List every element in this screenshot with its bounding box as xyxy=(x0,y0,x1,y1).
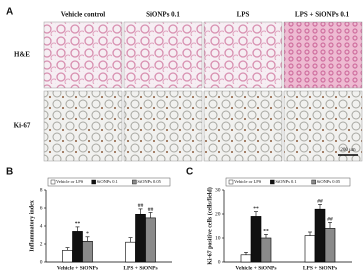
legend-box xyxy=(225,177,351,187)
column-label: SiONPs 0.1 xyxy=(146,11,180,19)
bar xyxy=(324,228,336,263)
panel-label: B xyxy=(6,167,13,178)
legend-swatch xyxy=(50,179,56,185)
legend-box xyxy=(47,177,171,187)
bar xyxy=(82,241,93,263)
legend-label: Vehicle or LPS xyxy=(234,179,262,184)
legend-label: Vehicle or LPS xyxy=(56,179,84,184)
x-tick-label: LPS + SiONPs xyxy=(123,265,157,271)
error-bar xyxy=(254,211,258,217)
bar xyxy=(145,217,156,263)
error-bar xyxy=(148,212,153,218)
error-bar xyxy=(328,222,332,229)
bar xyxy=(125,241,136,263)
significance-label: ## xyxy=(327,217,333,223)
legend-label: SiONPs 0.1 xyxy=(275,179,296,184)
y-tick-label: 6 xyxy=(40,205,43,211)
significance-label: ** xyxy=(253,206,259,212)
error-bar xyxy=(244,252,248,255)
bar xyxy=(240,254,252,263)
legend-swatch xyxy=(91,179,96,185)
x-tick-label: Vehicle + SiONPs xyxy=(235,265,276,271)
y-tick-label: 2 xyxy=(40,241,43,247)
y-tick-label: 0 xyxy=(40,259,43,265)
panel-label: C xyxy=(186,167,193,178)
bar xyxy=(135,214,146,263)
significance-label: ** xyxy=(263,229,269,235)
error-bar xyxy=(128,237,133,243)
error-bar xyxy=(318,204,322,210)
bar xyxy=(62,250,73,263)
bar xyxy=(304,235,316,263)
significance-label: * xyxy=(86,231,89,237)
micrograph xyxy=(123,90,203,162)
bar xyxy=(314,208,326,263)
y-axis-label: Ki-67 positive cells (cells/field) xyxy=(206,187,213,264)
legend-label: SiONPs 0.05 xyxy=(137,179,161,184)
y-tick-label: 20 xyxy=(215,211,221,217)
legend-label: SiONPs 0.05 xyxy=(317,179,341,184)
error-bar xyxy=(138,208,143,215)
micrograph xyxy=(43,21,123,89)
row-label: H&E xyxy=(14,51,30,59)
y-tick-label: 30 xyxy=(215,187,221,193)
y-tick-label: 8 xyxy=(40,187,43,193)
legend-swatch xyxy=(311,179,316,185)
y-axis-label: Inflammatory index xyxy=(29,200,35,252)
legend-swatch xyxy=(270,179,275,185)
bar xyxy=(250,216,262,263)
micrograph xyxy=(43,90,123,162)
column-label: LPS + SiONPs 0.1 xyxy=(295,11,350,19)
micrograph xyxy=(203,21,283,89)
panel-label: A xyxy=(6,7,13,18)
x-tick-label: Vehicle + SiONPs xyxy=(57,265,98,271)
x-tick-label: LPS + SiONPs xyxy=(303,265,337,271)
legend-swatch xyxy=(132,179,137,185)
significance-label: ** xyxy=(75,221,81,227)
column-label: Vehicle control xyxy=(61,11,106,19)
significance-label: ## xyxy=(148,207,154,213)
scale-bar-label: 200 μm xyxy=(340,148,355,153)
error-bar xyxy=(308,231,312,236)
micrographs: Vehicle control SiONPs 0.1 LPS LPS + SiO… xyxy=(14,11,363,162)
legend-label: SiONPs 0.1 xyxy=(97,179,118,184)
legend-swatch xyxy=(228,179,234,185)
column-label: LPS xyxy=(237,11,250,19)
micrograph xyxy=(203,90,283,162)
error-bar xyxy=(75,226,80,232)
error-bar xyxy=(85,236,90,242)
row-label: Ki-67 xyxy=(14,122,31,130)
micrograph xyxy=(283,90,363,162)
bar xyxy=(260,237,272,263)
significance-label: ## xyxy=(138,203,144,209)
micrograph xyxy=(123,21,203,89)
error-bar xyxy=(65,247,70,251)
y-tick-label: 0 xyxy=(218,259,221,265)
significance-label: ## xyxy=(317,199,323,205)
y-tick-label: 10 xyxy=(215,235,221,241)
bar xyxy=(72,231,83,263)
y-tick-label: 4 xyxy=(40,223,43,229)
error-bar xyxy=(264,234,268,238)
micrograph xyxy=(283,21,363,89)
